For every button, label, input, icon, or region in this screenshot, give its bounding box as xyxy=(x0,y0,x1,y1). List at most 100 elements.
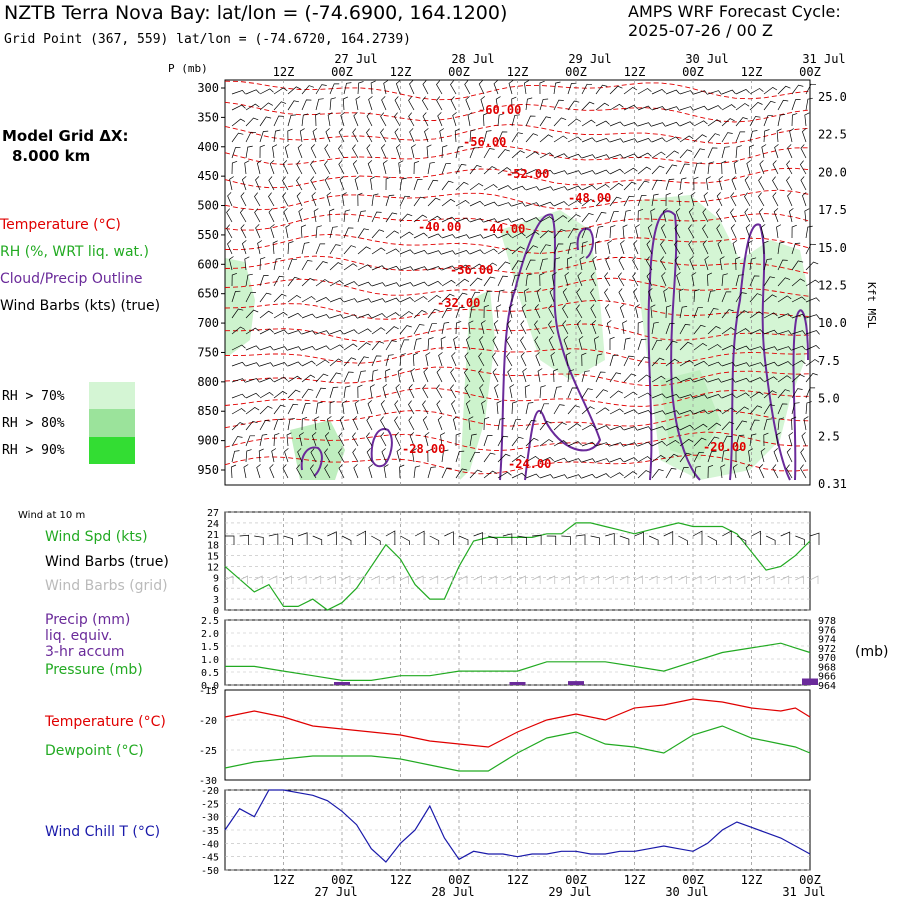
wind-barb xyxy=(409,80,415,95)
wind-barb xyxy=(805,344,820,351)
rh80-swatch xyxy=(89,409,135,437)
wind-barb xyxy=(665,178,675,191)
wind-barb-10m xyxy=(225,535,235,545)
wind-barb xyxy=(497,453,511,463)
wind-barb-10m-grid xyxy=(780,575,790,584)
wind-barb xyxy=(272,240,278,255)
wind-barb xyxy=(665,453,679,463)
wind-barb xyxy=(665,410,680,415)
temperature-contour xyxy=(224,299,811,320)
wind-barb xyxy=(231,89,246,95)
wind-barb-10m xyxy=(722,530,732,545)
wind-barb xyxy=(301,402,311,415)
wind-barb xyxy=(679,409,694,415)
wind-barb xyxy=(553,457,568,463)
wind-barb xyxy=(749,116,761,127)
wind-barb xyxy=(511,260,524,271)
wind-barb xyxy=(595,458,610,463)
wind-barb xyxy=(693,437,707,447)
wind-barb xyxy=(393,112,401,127)
wind-barb xyxy=(721,327,736,335)
precip-tick-label: 1.5 xyxy=(201,642,219,653)
wind-barb xyxy=(481,320,486,335)
wind-barb xyxy=(665,164,678,175)
legend-dewpoint: Dewpoint (°C) xyxy=(45,743,144,759)
wind-barb xyxy=(553,99,564,111)
wind-barb xyxy=(329,372,342,383)
wind-barb xyxy=(665,358,680,367)
wind-barb xyxy=(651,179,662,191)
wind-barb xyxy=(301,113,309,127)
wind-barb xyxy=(520,336,527,351)
wind-barb xyxy=(595,407,610,415)
wind-barb xyxy=(539,80,545,95)
dewpoint-line xyxy=(224,725,811,772)
wind-barb xyxy=(424,128,429,143)
wind-barb xyxy=(352,160,359,175)
wind-barb xyxy=(567,82,577,95)
wind-barb xyxy=(478,352,485,367)
wind-barb xyxy=(450,368,457,383)
wind-barb xyxy=(553,170,568,175)
wind-barb xyxy=(483,130,492,143)
wind-barb xyxy=(707,422,722,431)
wind-barb xyxy=(455,292,468,303)
wind-barb xyxy=(427,215,442,223)
wind-barb xyxy=(437,416,443,431)
wind-barb-10m xyxy=(736,535,747,545)
wind-barb xyxy=(427,308,440,319)
wind-barb xyxy=(803,416,809,431)
wind-barb xyxy=(259,310,274,319)
wind-barb xyxy=(665,340,678,351)
wind-barb-10m xyxy=(400,535,410,545)
wind-barb xyxy=(731,176,737,191)
wind-barb-10m xyxy=(327,531,337,545)
wind-barb xyxy=(567,387,578,399)
wind-barb xyxy=(441,307,453,319)
wind-barb xyxy=(342,96,349,111)
wind-barb xyxy=(679,163,690,175)
wind-barb xyxy=(329,386,339,399)
wind-barb xyxy=(259,405,273,415)
wind-barb xyxy=(469,234,484,239)
top-hour-label: 12Z xyxy=(390,65,412,79)
wind-barb xyxy=(329,226,338,239)
wind-barb xyxy=(805,243,816,255)
wind-barb xyxy=(651,440,666,447)
bottom-date-label: 30 Jul xyxy=(665,885,708,899)
wind-barb xyxy=(422,400,429,415)
wind-barb xyxy=(453,416,458,431)
wind-barb xyxy=(408,384,415,399)
wind-barb xyxy=(651,410,666,415)
wind-barb xyxy=(245,145,253,159)
wind-barb xyxy=(427,448,433,463)
wind-barb xyxy=(231,436,243,447)
wind-barb xyxy=(651,106,666,111)
wind-barb xyxy=(679,306,688,319)
wind-barb xyxy=(791,99,801,111)
wind-barb xyxy=(338,144,345,159)
wind-barb xyxy=(721,291,732,303)
wind-barb xyxy=(749,101,763,111)
wind-barb xyxy=(623,373,637,383)
wind-barb xyxy=(721,378,736,383)
wind-barb-10m xyxy=(414,530,425,545)
top-hour-label: 12Z xyxy=(507,65,529,79)
wind-barb xyxy=(357,246,371,255)
wind-barb xyxy=(412,352,419,367)
wind-barb xyxy=(553,215,568,223)
wind-barb xyxy=(352,128,359,143)
wind-barb xyxy=(287,86,301,95)
wind-barb xyxy=(301,388,314,399)
wind-barb xyxy=(553,440,568,447)
wind-barb xyxy=(717,240,723,255)
wind-barb xyxy=(623,181,637,191)
wind-barb xyxy=(707,378,722,383)
wind-barb xyxy=(394,432,401,447)
wind-barb xyxy=(735,328,750,335)
wind-barb xyxy=(465,96,471,111)
wind-barb xyxy=(637,208,644,223)
wind-barb xyxy=(535,352,541,367)
wind-barb xyxy=(745,224,751,239)
wind-barb xyxy=(674,256,681,271)
